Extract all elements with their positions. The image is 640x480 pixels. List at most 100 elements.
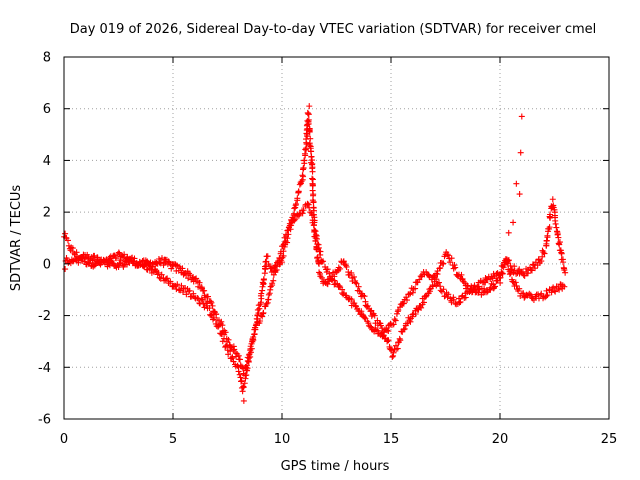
data-point — [240, 397, 247, 404]
data-point — [62, 230, 69, 237]
data-point — [420, 299, 427, 306]
data-point — [244, 365, 251, 372]
data-point — [115, 249, 122, 256]
data-point — [243, 362, 250, 369]
data-point — [243, 372, 250, 379]
data-point — [361, 314, 368, 321]
x-tick-label: 0 — [60, 432, 68, 447]
y-tick-labels: -6 -4 -2 0 2 4 6 8 — [38, 51, 51, 428]
y-tick-label: 0 — [43, 257, 51, 272]
data-point — [245, 355, 252, 362]
data-point — [251, 330, 258, 337]
data-point — [392, 317, 399, 324]
data-point — [447, 259, 454, 266]
data-point — [293, 201, 300, 208]
data-point — [283, 231, 290, 238]
data-point — [211, 314, 218, 321]
data-point — [429, 283, 436, 290]
data-point — [208, 299, 215, 306]
data-point — [260, 276, 267, 283]
data-point — [445, 291, 452, 298]
data-point — [317, 251, 324, 258]
data-point — [520, 290, 527, 297]
data-point — [296, 211, 303, 218]
data-point — [157, 259, 164, 266]
data-point — [207, 298, 214, 305]
data-point — [335, 264, 342, 271]
data-point — [158, 271, 165, 278]
data-point — [291, 205, 298, 212]
data-point — [229, 354, 236, 361]
data-point — [225, 336, 232, 343]
data-point — [256, 305, 263, 312]
data-point — [561, 265, 568, 272]
data-point — [299, 210, 306, 217]
data-point — [546, 224, 553, 231]
data-point — [234, 362, 241, 369]
axis-ticks — [63, 56, 610, 420]
data-point — [535, 291, 542, 298]
data-point — [404, 297, 410, 304]
data-point — [306, 128, 313, 135]
data-point — [435, 279, 442, 286]
data-point — [209, 302, 216, 309]
data-point — [218, 318, 225, 325]
data-point — [198, 296, 205, 303]
data-point — [240, 384, 247, 391]
data-point — [308, 148, 315, 155]
data-point — [511, 263, 518, 270]
data-point — [94, 254, 101, 261]
data-point — [250, 337, 257, 344]
data-point — [306, 204, 313, 211]
data-point — [225, 351, 232, 358]
data-point — [303, 146, 310, 153]
data-point — [543, 293, 550, 300]
data-point — [352, 279, 359, 286]
data-point — [404, 320, 411, 327]
data-point — [390, 321, 397, 328]
data-point — [155, 269, 162, 276]
data-point — [306, 142, 313, 149]
data-point — [538, 258, 545, 265]
data-point — [532, 265, 539, 272]
data-point — [401, 325, 408, 332]
data-point — [262, 266, 269, 273]
data-point — [236, 356, 243, 363]
data-point — [462, 294, 469, 301]
data-point — [259, 313, 266, 320]
data-point — [312, 231, 319, 238]
data-point — [550, 284, 557, 291]
data-point — [543, 237, 550, 244]
data-point — [219, 331, 226, 338]
x-tick-label: 20 — [492, 432, 509, 447]
data-point — [385, 337, 392, 344]
data-point — [540, 249, 547, 256]
data-point — [160, 260, 167, 267]
data-point — [264, 253, 271, 260]
data-point — [313, 235, 320, 242]
data-point — [544, 292, 551, 299]
data-point — [267, 286, 274, 293]
data-point — [471, 282, 478, 289]
data-point — [196, 279, 203, 286]
data-point — [400, 326, 407, 333]
x-tick-label: 5 — [169, 432, 177, 447]
data-point — [445, 252, 452, 259]
data-point — [400, 300, 407, 307]
y-tick-label: -4 — [38, 361, 51, 376]
data-point — [509, 278, 516, 285]
data-point — [300, 165, 307, 172]
data-point — [280, 248, 287, 255]
data-point — [233, 353, 240, 360]
data-point — [309, 168, 316, 175]
data-point — [488, 273, 495, 280]
data-point — [377, 322, 384, 329]
data-point — [247, 353, 254, 360]
data-point — [270, 277, 277, 284]
data-point — [307, 209, 314, 216]
data-point — [353, 280, 360, 287]
data-point — [288, 222, 295, 229]
data-point — [418, 304, 425, 311]
data-point — [348, 296, 355, 303]
data-point — [300, 207, 307, 214]
